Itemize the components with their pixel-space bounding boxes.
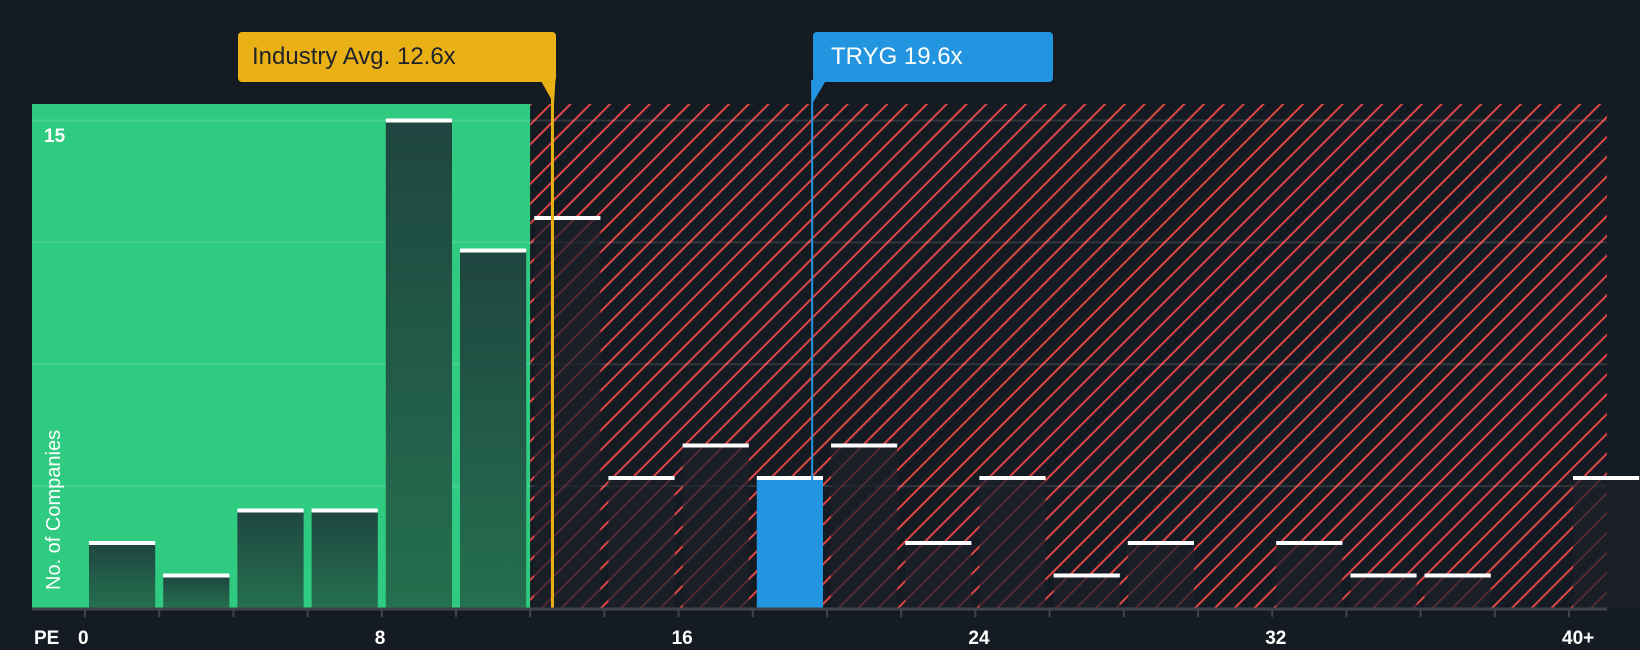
company-pe-label: TRYG 19.6x bbox=[813, 32, 1053, 82]
bar-top-cap bbox=[460, 248, 527, 253]
bar-top-cap bbox=[311, 508, 378, 513]
histogram-bar bbox=[534, 218, 601, 608]
y-axis-title: No. of Companies bbox=[43, 429, 65, 590]
bar-top-cap bbox=[163, 573, 230, 578]
histogram-bar bbox=[89, 543, 156, 608]
x-axis bbox=[32, 607, 1607, 617]
bar-top-cap bbox=[1053, 573, 1120, 578]
bar-top-cap bbox=[682, 443, 749, 448]
bar-top-cap bbox=[1424, 573, 1491, 578]
histogram-bar bbox=[682, 445, 749, 608]
histogram-bar bbox=[1573, 478, 1640, 608]
bar-top-cap bbox=[1350, 573, 1417, 578]
bar-top-cap bbox=[831, 443, 898, 448]
bar-top-cap bbox=[979, 476, 1046, 480]
bar-top-cap bbox=[237, 508, 304, 513]
histogram-bar bbox=[385, 120, 452, 608]
bar-top-cap bbox=[385, 118, 452, 123]
histogram-bar bbox=[831, 445, 898, 608]
bar-top-cap bbox=[1127, 541, 1194, 545]
bar-top-cap bbox=[89, 541, 156, 545]
x-tick-label: 8 bbox=[374, 628, 386, 649]
x-tick-label: 24 bbox=[968, 628, 990, 649]
bar-top-cap bbox=[1573, 476, 1640, 480]
histogram-bar bbox=[311, 510, 378, 608]
x-tick-label: 32 bbox=[1265, 628, 1287, 649]
histogram-bar bbox=[1350, 575, 1417, 608]
histogram-bar bbox=[1424, 575, 1491, 608]
histogram-bars bbox=[89, 118, 1640, 608]
histogram-bar bbox=[460, 250, 527, 608]
histogram-bar bbox=[163, 575, 230, 608]
y-axis-max-tick: 15 bbox=[44, 126, 66, 147]
histogram-bar bbox=[608, 478, 675, 608]
histogram-bar bbox=[905, 543, 972, 608]
x-tick-label: 40+ bbox=[1562, 628, 1595, 649]
histogram-bar bbox=[1053, 575, 1120, 608]
industry-average-label: Industry Avg. 12.6x bbox=[238, 32, 556, 82]
bar-top-cap bbox=[756, 476, 823, 480]
bar-top-cap bbox=[1276, 541, 1343, 545]
industry-label-pointer bbox=[540, 80, 556, 104]
x-tick-label: 0 bbox=[78, 628, 89, 649]
histogram-bar bbox=[1127, 543, 1194, 608]
histogram-bar bbox=[1276, 543, 1343, 608]
bar-top-cap bbox=[905, 541, 972, 545]
company-label-pointer bbox=[811, 80, 827, 104]
bar-top-cap bbox=[534, 216, 601, 220]
x-axis-prefix: PE bbox=[34, 628, 60, 649]
histogram-bar bbox=[237, 510, 304, 608]
value-markers bbox=[540, 80, 827, 608]
bar-top-cap bbox=[608, 476, 675, 480]
histogram-bar bbox=[979, 478, 1046, 608]
x-tick-label: 16 bbox=[671, 628, 693, 649]
